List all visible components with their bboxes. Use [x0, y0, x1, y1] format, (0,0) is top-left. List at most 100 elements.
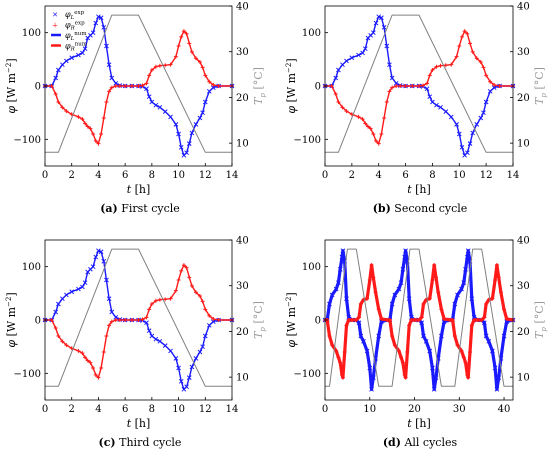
data-point-left — [60, 296, 65, 302]
y2-axis-symbol: T — [533, 96, 546, 105]
data-point-left — [494, 386, 500, 392]
data-point-left — [481, 110, 486, 116]
x-axis-label: t [h] — [127, 417, 151, 430]
data-point-right — [149, 68, 154, 72]
x-axis-label: t [h] — [407, 417, 431, 430]
data-point-right — [197, 60, 202, 64]
data-point-right — [176, 278, 181, 282]
caption-text: All cycles — [403, 436, 457, 449]
data-point-left — [146, 94, 152, 100]
x-tick-label: 0 — [322, 170, 328, 181]
y-axis-unit: [W m — [285, 72, 298, 102]
data-point-right — [497, 84, 502, 88]
x-axis-label: t [h] — [127, 183, 151, 196]
data-point-right — [368, 126, 373, 131]
x-tick-label: 0 — [322, 404, 328, 415]
data-point-left — [501, 333, 507, 339]
y-axis-unit-close: ] — [5, 292, 18, 296]
x-tick-label: 2 — [349, 170, 355, 181]
data-point-right — [468, 350, 473, 354]
legend-label: φRnum — [65, 42, 88, 53]
y2-tick-label: 10 — [236, 139, 249, 150]
data-point-right — [96, 141, 101, 146]
data-point-right — [179, 268, 184, 273]
data-point-left — [76, 52, 81, 58]
data-point-left — [491, 85, 497, 90]
chart-panel-3: 0 2 4 6 8 10 12 14 −100 0 100 10 20 30 40 t [h] φ [W m−2… — [5, 236, 267, 450]
data-point-right — [365, 124, 370, 129]
data-point-right — [443, 63, 448, 68]
data-point-right — [436, 290, 441, 295]
data-point-right — [101, 350, 106, 354]
chart-panel-2: 0 2 4 6 8 10 12 14 −100 0 100 10 20 30 40 t [h] φ [W m−2… — [285, 2, 548, 216]
y-axis-label: φ [W m−2] — [5, 58, 18, 113]
x-tick-label: 0 — [42, 170, 48, 181]
data-point-right — [340, 372, 345, 377]
data-point-left — [186, 141, 192, 146]
data-point-left — [206, 322, 212, 328]
data-point-right — [187, 275, 192, 280]
data-point-right — [136, 84, 141, 88]
data-point-right — [490, 296, 495, 301]
data-point-left — [144, 320, 149, 326]
data-point-left — [467, 141, 473, 146]
data-point-right — [147, 307, 152, 312]
data-point-left — [492, 365, 498, 371]
data-point-left — [162, 343, 168, 348]
data-point-right — [93, 138, 98, 143]
data-point-left — [384, 43, 390, 49]
data-point-right — [99, 366, 104, 370]
panel-caption: (a) First cycle — [100, 202, 180, 215]
data-point-left — [454, 122, 459, 127]
data-point-left — [184, 384, 189, 390]
data-point-left — [387, 62, 392, 68]
data-point-left — [149, 333, 155, 339]
y-tick-label: −100 — [14, 369, 41, 380]
data-point-right — [117, 84, 122, 88]
data-point-right — [465, 31, 470, 36]
data-point-left — [392, 292, 398, 298]
y2-tick-label: 20 — [517, 93, 530, 104]
data-point-right — [96, 375, 101, 380]
x-tick-label: 4 — [95, 404, 101, 415]
data-point-left — [337, 266, 343, 272]
y2-axis-symbol: T — [252, 330, 265, 339]
data-point-left — [109, 75, 115, 81]
data-point-right — [425, 81, 430, 86]
data-point-left — [443, 109, 449, 114]
data-point-left — [481, 320, 487, 326]
y2-axis-unit: [°C] — [252, 67, 265, 90]
data-point-left — [93, 20, 99, 26]
x-axis-unit: [h] — [135, 417, 151, 430]
data-point-right — [376, 141, 381, 146]
data-point-right — [488, 79, 493, 84]
data-point-left — [149, 99, 155, 105]
data-point-left — [96, 14, 101, 20]
data-point-right — [336, 100, 341, 104]
caption-text: Third cycle — [119, 436, 181, 449]
panel-letter: (a) — [100, 202, 118, 215]
y-axis-symbol: φ — [5, 340, 18, 348]
data-point-right — [211, 82, 216, 87]
data-point-right — [144, 81, 149, 86]
data-point-left — [358, 333, 364, 339]
x-axis-label: t [h] — [407, 183, 431, 196]
data-point-left — [431, 386, 437, 392]
y2-tick-label: 40 — [517, 236, 530, 247]
data-point-right — [449, 62, 454, 67]
data-point-left — [402, 254, 408, 260]
y-tick-label: 0 — [35, 82, 41, 93]
x-tick-label: 20 — [408, 404, 421, 415]
data-point-left — [189, 364, 195, 370]
data-point-left — [427, 348, 433, 354]
y-axis-symbol: φ — [285, 106, 298, 114]
data-point-right — [358, 302, 363, 306]
x-tick-label: 8 — [149, 170, 155, 181]
data-point-left — [336, 67, 341, 73]
data-point-right — [421, 83, 426, 88]
y-axis-unit: [W m — [285, 306, 298, 336]
data-point-right — [91, 132, 96, 136]
data-point-right — [403, 84, 408, 88]
data-point-right — [216, 318, 221, 322]
data-point-right — [176, 44, 181, 48]
